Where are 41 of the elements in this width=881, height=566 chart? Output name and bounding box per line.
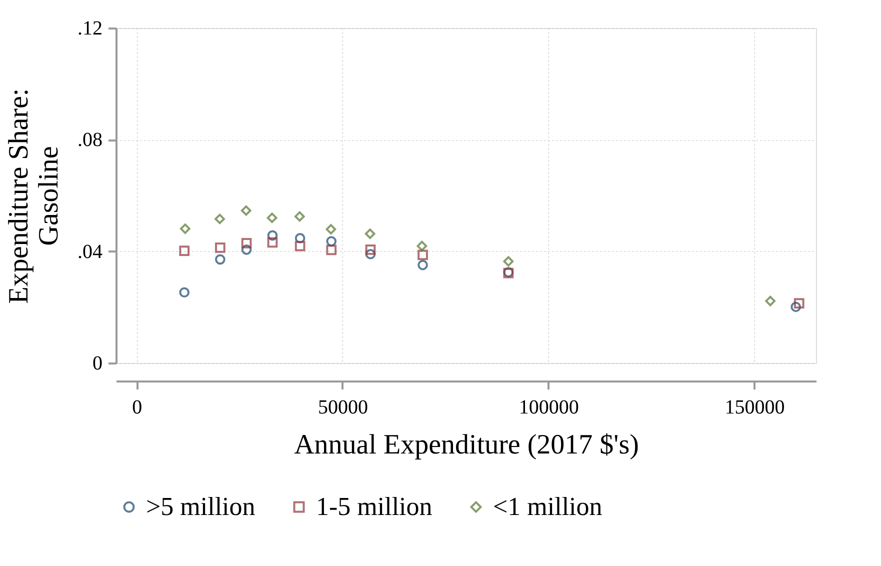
point [180, 224, 190, 234]
point [179, 246, 190, 256]
point [503, 256, 514, 267]
y-tick-label: .08 [78, 129, 102, 152]
legend-label: <1 million [493, 492, 602, 521]
point [364, 228, 376, 239]
legend-label: >5 million [146, 492, 256, 521]
y-tick-label: .04 [78, 240, 102, 263]
point [294, 233, 306, 244]
point [241, 244, 252, 255]
point [241, 238, 252, 248]
legend-label: 1-5 million [316, 492, 432, 521]
point [267, 230, 278, 241]
point [765, 296, 776, 306]
x-axis-title: Annual Expenditure (2017 $'s) [294, 430, 639, 460]
point [294, 240, 306, 252]
point [294, 211, 305, 222]
point [214, 254, 226, 265]
point [416, 240, 428, 252]
y-axis-title: Expenditure Share: Gasoline [4, 88, 64, 304]
x-tick-label: 100000 [518, 396, 579, 418]
point [365, 248, 376, 260]
point [266, 212, 278, 224]
point [267, 237, 278, 248]
point [418, 250, 428, 260]
point [214, 214, 225, 224]
point [214, 242, 226, 253]
y-tick-label: .12 [78, 18, 102, 40]
point [418, 260, 428, 270]
x-tick-label: 50000 [318, 396, 368, 418]
point [365, 244, 376, 255]
point [326, 224, 336, 234]
point [794, 298, 804, 308]
point [790, 302, 802, 312]
x-tick-label: 0 [132, 396, 142, 418]
point [326, 236, 337, 246]
point [179, 287, 190, 298]
point [326, 244, 337, 256]
y-tick-label: 0 [92, 352, 102, 374]
x-tick-label: 150000 [724, 396, 785, 418]
point [240, 205, 252, 216]
